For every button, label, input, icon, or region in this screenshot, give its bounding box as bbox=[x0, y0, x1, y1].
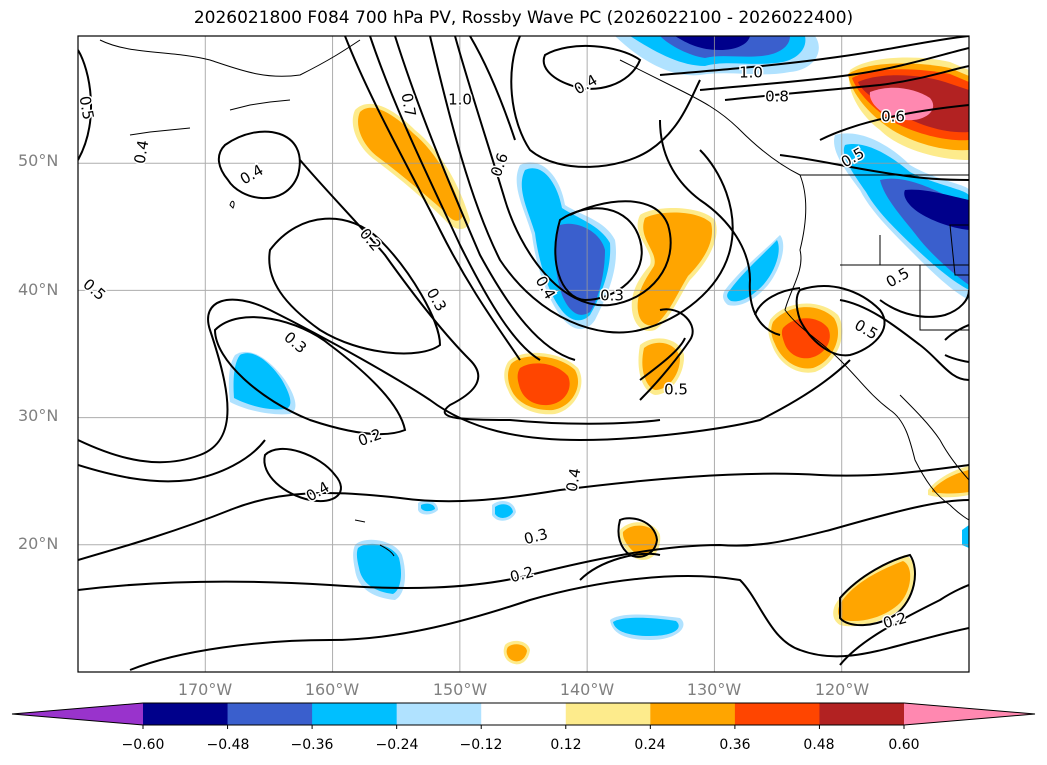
colorbar-segment bbox=[819, 703, 905, 725]
colorbar-segment bbox=[143, 703, 229, 725]
contour-label: 0.5 bbox=[76, 95, 98, 122]
lat-label-20: 20°N bbox=[18, 534, 59, 553]
lon-label-140w: 140°W bbox=[559, 680, 615, 699]
colorbar-tick-label: 0.48 bbox=[803, 737, 835, 753]
lon-label-120w: 120°W bbox=[814, 680, 870, 699]
plot-title: 2026021800 F084 700 hPa PV, Rossby Wave … bbox=[193, 8, 854, 28]
lat-label-40: 40°N bbox=[18, 280, 59, 299]
colorbar-segment bbox=[734, 703, 820, 725]
colorbar-tick-label: −0.48 bbox=[206, 737, 250, 753]
contour-label: 0.6 bbox=[881, 108, 905, 126]
lon-label-150w: 150°W bbox=[432, 680, 488, 699]
lat-label-30: 30°N bbox=[18, 406, 59, 425]
map-frame bbox=[77, 35, 970, 673]
contour-label: 0.5 bbox=[883, 264, 913, 292]
colorbar-extend-low bbox=[12, 703, 143, 725]
lon-label-130w: 130°W bbox=[686, 680, 742, 699]
anomaly-fill-layer bbox=[228, 36, 969, 665]
colorbar-segment bbox=[396, 703, 482, 725]
contour-label: 0.3 bbox=[280, 328, 310, 357]
contour-label: 0.7 bbox=[398, 92, 420, 119]
coastlines bbox=[99, 39, 969, 557]
colorbar-segment bbox=[312, 703, 398, 725]
contour-label: 0.4 bbox=[237, 161, 267, 189]
contour-label: 1.0 bbox=[739, 64, 763, 82]
colorbar-tick-label: 0.36 bbox=[719, 737, 751, 753]
colorbar-tick-label: 0.24 bbox=[634, 737, 666, 753]
colorbar-tick-label: 0.12 bbox=[550, 737, 582, 753]
colorbar-tick-label: −0.60 bbox=[121, 737, 165, 753]
colorbar-tick-label: 0.60 bbox=[888, 737, 920, 753]
graticule bbox=[78, 36, 969, 672]
colorbar-segment bbox=[650, 703, 736, 725]
colorbar bbox=[11, 702, 1036, 729]
colorbar-tick-label: −0.36 bbox=[290, 737, 334, 753]
colorbar-segment bbox=[565, 703, 651, 725]
contour-label: 0.2 bbox=[356, 425, 385, 450]
lat-label-50: 50°N bbox=[18, 151, 59, 170]
lon-label-160w: 160°W bbox=[304, 680, 360, 699]
colorbar-segment bbox=[481, 703, 567, 725]
contour-label: 0.4 bbox=[571, 71, 601, 99]
contour-label: 0.5 bbox=[79, 275, 109, 304]
pv-contours bbox=[78, 36, 969, 671]
contour-label: 1.0 bbox=[448, 91, 472, 109]
colorbar-tick-label: −0.12 bbox=[459, 737, 503, 753]
contour-label: 0.3 bbox=[600, 287, 624, 305]
colorbar-extend-high bbox=[904, 703, 1035, 725]
contour-label: 0.4 bbox=[563, 467, 585, 494]
contour-label: 0.2 bbox=[508, 563, 536, 587]
colorbar-segment bbox=[227, 703, 313, 725]
colorbar-tick-label: −0.24 bbox=[375, 737, 419, 753]
contour-label: 0.5 bbox=[664, 381, 688, 399]
contour-label: 0.4 bbox=[131, 139, 153, 166]
lon-label-170w: 170°W bbox=[177, 680, 233, 699]
contour-label: 0.8 bbox=[765, 88, 789, 106]
